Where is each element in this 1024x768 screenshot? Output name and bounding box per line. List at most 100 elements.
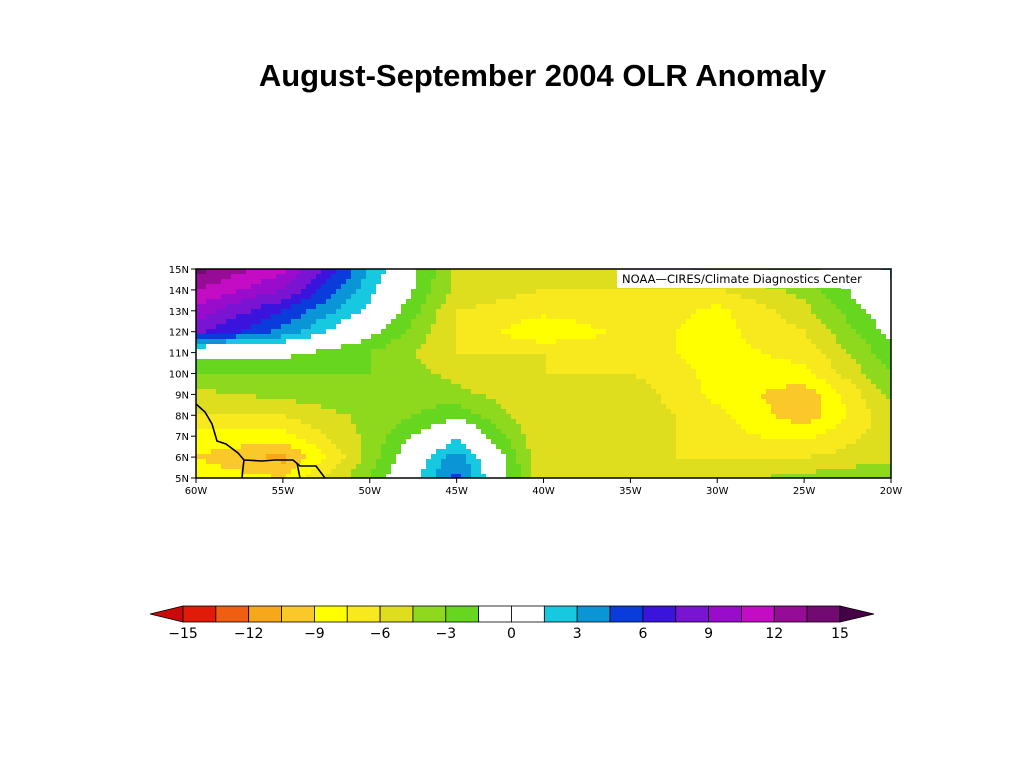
field-cell bbox=[711, 389, 717, 395]
field-cell bbox=[766, 409, 772, 415]
field-cell bbox=[736, 334, 742, 340]
field-cell bbox=[691, 424, 697, 430]
field-cell bbox=[291, 419, 297, 425]
field-cell bbox=[506, 334, 512, 340]
field-cell bbox=[481, 274, 487, 280]
field-cell bbox=[436, 339, 442, 345]
field-cell bbox=[641, 389, 647, 395]
field-cell bbox=[411, 289, 417, 295]
field-cell bbox=[406, 369, 412, 375]
field-cell bbox=[446, 379, 452, 385]
field-cell bbox=[221, 344, 227, 350]
field-cell bbox=[691, 339, 697, 345]
field-cell bbox=[411, 369, 417, 375]
field-cell bbox=[781, 309, 787, 315]
field-cell bbox=[821, 344, 827, 350]
field-cell bbox=[856, 334, 862, 340]
field-cell bbox=[351, 344, 357, 350]
field-cell bbox=[316, 404, 322, 410]
field-cell bbox=[861, 414, 867, 420]
field-cell bbox=[221, 324, 227, 330]
field-cell bbox=[281, 339, 287, 345]
field-cell bbox=[811, 319, 817, 325]
field-cell bbox=[711, 364, 717, 370]
field-cell bbox=[431, 419, 437, 425]
field-cell bbox=[676, 314, 682, 320]
field-cell bbox=[431, 269, 437, 275]
field-cell bbox=[561, 389, 567, 395]
field-cell bbox=[281, 294, 287, 300]
field-cell bbox=[711, 329, 717, 335]
field-cell bbox=[556, 414, 562, 420]
field-cell bbox=[361, 299, 367, 305]
field-cell bbox=[686, 389, 692, 395]
field-cell bbox=[676, 429, 682, 435]
field-cell bbox=[706, 304, 712, 310]
field-cell bbox=[606, 444, 612, 450]
field-cell bbox=[566, 279, 572, 285]
field-cell bbox=[646, 424, 652, 430]
field-cell bbox=[356, 404, 362, 410]
field-cell bbox=[321, 414, 327, 420]
field-cell bbox=[711, 424, 717, 430]
field-cell bbox=[586, 299, 592, 305]
field-cell bbox=[396, 284, 402, 290]
field-cell bbox=[771, 439, 777, 445]
field-cell bbox=[511, 289, 517, 295]
field-cell bbox=[526, 434, 532, 440]
field-cell bbox=[196, 319, 202, 325]
field-cell bbox=[526, 439, 532, 445]
field-cell bbox=[391, 384, 397, 390]
field-cell bbox=[226, 439, 232, 445]
field-cell bbox=[316, 269, 322, 275]
field-cell bbox=[266, 299, 272, 305]
field-cell bbox=[786, 289, 792, 295]
field-cell bbox=[791, 424, 797, 430]
field-cell bbox=[636, 404, 642, 410]
field-cell bbox=[756, 344, 762, 350]
field-cell bbox=[786, 409, 792, 415]
field-cell bbox=[446, 439, 452, 445]
field-cell bbox=[281, 314, 287, 320]
field-cell bbox=[366, 379, 372, 385]
field-cell bbox=[421, 409, 427, 415]
field-cell bbox=[791, 369, 797, 375]
field-cell bbox=[481, 344, 487, 350]
field-cell bbox=[551, 429, 557, 435]
field-cell bbox=[876, 389, 882, 395]
field-cell bbox=[311, 429, 317, 435]
field-cell bbox=[416, 359, 422, 365]
field-cell bbox=[201, 414, 207, 420]
field-cell bbox=[291, 314, 297, 320]
field-cell bbox=[751, 329, 757, 335]
field-cell bbox=[441, 314, 447, 320]
field-cell bbox=[601, 444, 607, 450]
field-cell bbox=[601, 324, 607, 330]
field-cell bbox=[251, 349, 257, 355]
field-cell bbox=[436, 309, 442, 315]
field-cell bbox=[221, 409, 227, 415]
field-cell bbox=[671, 364, 677, 370]
field-cell bbox=[211, 339, 217, 345]
field-cell bbox=[566, 284, 572, 290]
field-cell bbox=[691, 369, 697, 375]
field-cell bbox=[691, 344, 697, 350]
field-cell bbox=[531, 434, 537, 440]
field-cell bbox=[391, 309, 397, 315]
field-cell bbox=[596, 404, 602, 410]
field-cell bbox=[276, 379, 282, 385]
field-cell bbox=[881, 349, 887, 355]
field-cell bbox=[431, 429, 437, 435]
field-cell bbox=[671, 334, 677, 340]
field-cell bbox=[716, 379, 722, 385]
field-cell bbox=[421, 444, 427, 450]
field-cell bbox=[326, 309, 332, 315]
field-cell bbox=[226, 294, 232, 300]
field-cell bbox=[596, 339, 602, 345]
field-cell bbox=[521, 269, 527, 275]
field-cell bbox=[671, 384, 677, 390]
field-cell bbox=[771, 444, 777, 450]
field-cell bbox=[601, 314, 607, 320]
field-cell bbox=[751, 319, 757, 325]
field-cell bbox=[856, 324, 862, 330]
